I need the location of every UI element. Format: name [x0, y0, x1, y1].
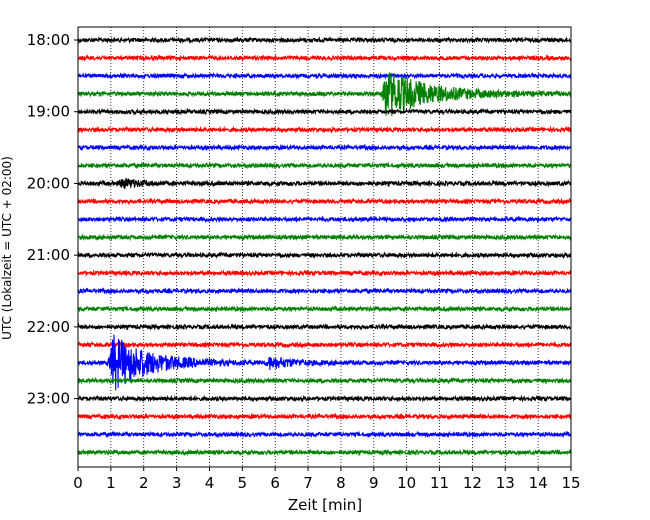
x-tick-label: 1: [106, 474, 116, 492]
x-tick-label: 4: [205, 474, 215, 492]
x-tick-label: 8: [336, 474, 346, 492]
trace-1830: [77, 71, 572, 80]
trace-2300: [77, 394, 572, 403]
trace-1945: [77, 161, 572, 170]
y-tick-label: 22:00: [27, 318, 70, 336]
x-tick-label: 14: [529, 474, 548, 492]
plot-frame: [77, 26, 572, 468]
y-tick-label: 21:00: [27, 246, 70, 264]
trace-2100: [77, 251, 572, 260]
x-tick-label: 6: [270, 474, 280, 492]
x-axis-label: Zeit [min]: [288, 496, 362, 514]
x-tick-label: 10: [397, 474, 416, 492]
trace-2000: [77, 178, 572, 189]
y-tick-label: 19:00: [27, 103, 70, 121]
trace-2030: [77, 215, 572, 224]
x-tick-label: 7: [303, 474, 313, 492]
x-tick-label: 3: [172, 474, 182, 492]
x-tick-label: 5: [238, 474, 248, 492]
trace-2145: [77, 304, 572, 313]
trace-1815: [77, 53, 572, 62]
trace-1915: [77, 125, 572, 134]
grid-lines: [110, 27, 539, 467]
trace-1930: [77, 143, 572, 152]
x-tick-label: 2: [139, 474, 149, 492]
x-tick-label: 9: [369, 474, 379, 492]
y-tick-label: 23:00: [27, 390, 70, 408]
y-tick-label: 18:00: [27, 31, 70, 49]
trace-2230: [77, 334, 572, 391]
trace-2045: [77, 233, 572, 242]
trace-2130: [77, 286, 572, 295]
trace-2345: [77, 448, 572, 457]
y-axis-label: UTC (Lokalzeit = UTC + 02:00): [0, 156, 14, 340]
trace-1845: [77, 72, 572, 117]
trace-2015: [77, 197, 572, 206]
trace-1800: [77, 36, 572, 45]
trace-2245: [77, 376, 572, 385]
x-tick-label: 15: [561, 474, 580, 492]
x-tick-label: 12: [463, 474, 482, 492]
trace-2215: [77, 340, 572, 349]
trace-lines: [77, 36, 572, 457]
x-tick-label: 11: [430, 474, 449, 492]
trace-1900: [77, 107, 572, 116]
trace-2315: [77, 412, 572, 421]
trace-2115: [77, 269, 572, 278]
y-axis-ticks: 18:00 19:00 20:00 21:00 22:00 23:00: [27, 31, 78, 408]
x-tick-label: 0: [73, 474, 83, 492]
x-axis-ticks: 0 1 2 3 4 5 6 7 8 9 10 11 12 13 14 15: [73, 467, 581, 492]
trace-2330: [77, 430, 572, 439]
x-tick-label: 13: [496, 474, 515, 492]
y-tick-label: 20:00: [27, 174, 70, 192]
trace-2200: [77, 322, 572, 331]
